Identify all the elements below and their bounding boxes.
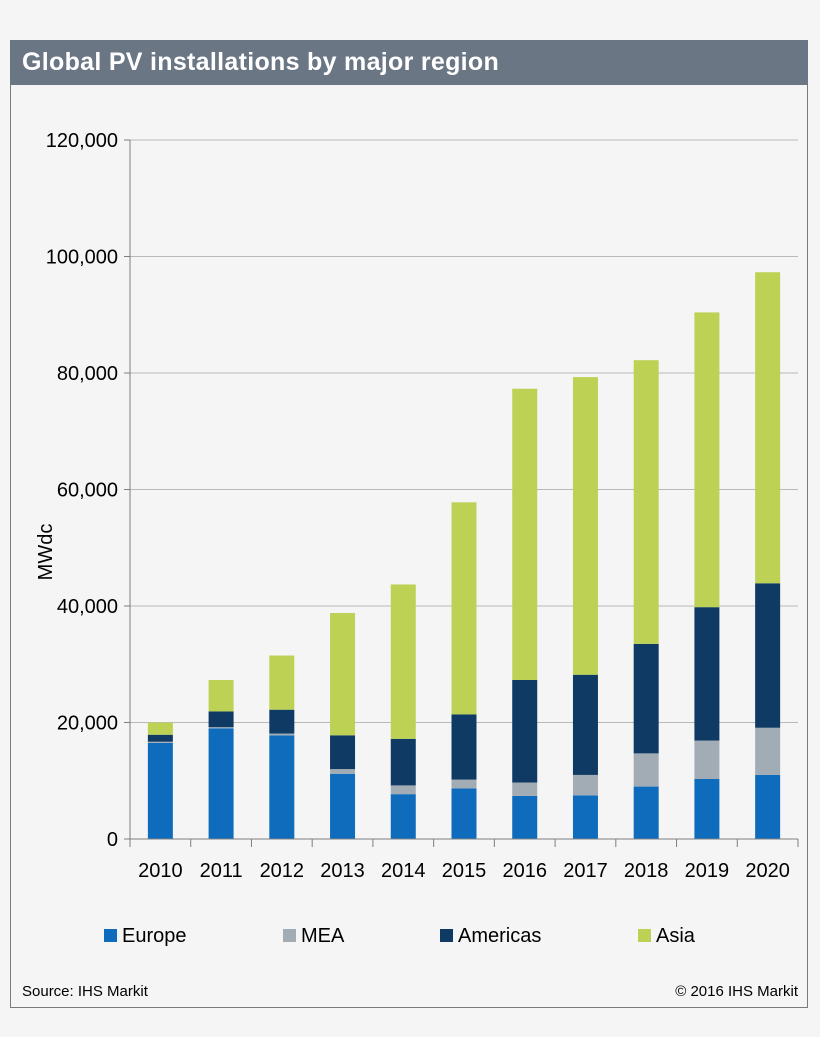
bar-segment-asia-2020	[755, 272, 781, 584]
bar-segment-europe-2019	[694, 779, 720, 839]
bar-segment-europe-2015	[451, 788, 477, 839]
bar-segment-americas-2014	[390, 738, 416, 786]
bar-segment-asia-2018	[633, 360, 659, 644]
bar-segment-mea-2011	[208, 727, 234, 729]
bar-segment-mea-2010	[147, 741, 173, 743]
source-note: Source: IHS Markit	[22, 983, 148, 1000]
bar-segment-mea-2018	[633, 753, 659, 787]
chart-title: Global PV installations by major region	[22, 48, 500, 76]
x-tick-label: 2015	[442, 860, 487, 882]
x-tick-label: 2017	[563, 860, 608, 882]
bar-segment-asia-2019	[694, 312, 720, 608]
bar-segment-asia-2014	[390, 584, 416, 739]
bar-segment-mea-2020	[755, 727, 781, 775]
bar-segment-europe-2012	[269, 735, 295, 839]
y-tick-label: 120,000	[46, 130, 118, 152]
y-tick-label: 0	[107, 829, 118, 851]
bar-segment-americas-2018	[633, 643, 659, 754]
bar-segment-mea-2013	[330, 769, 356, 774]
title-bar: Global PV installations by major region	[10, 40, 808, 85]
x-tick-labels: 2010 2011 2012 2013 2014 2015 2016 2017 2018 2019…	[138, 860, 790, 882]
bar-segment-europe-2016	[512, 795, 538, 839]
bar-segment-americas-2017	[572, 674, 598, 775]
axes	[124, 139, 799, 847]
bar-segment-mea-2017	[572, 774, 598, 796]
bar-segment-americas-2013	[330, 735, 356, 770]
x-tick-label: 2016	[502, 860, 547, 882]
y-tick-label: 20,000	[57, 713, 118, 735]
bar-segment-asia-2012	[269, 655, 295, 710]
x-tick-label: 2012	[260, 860, 305, 882]
x-tick-label: 2011	[200, 860, 243, 882]
y-axis-label: MWdc	[35, 524, 57, 581]
legend-swatch-mea	[283, 929, 296, 942]
x-tick-label: 2013	[320, 860, 365, 882]
bar-segment-americas-2015	[451, 714, 477, 780]
bar-segment-asia-2016	[512, 388, 538, 680]
y-tick-label: 60,000	[57, 480, 118, 502]
legend-label-asia: Asia	[656, 925, 696, 947]
chart-frame	[10, 40, 808, 1008]
y-tick-labels: 0 20,000 40,000 60,000 80,000 100,000 120,000	[46, 130, 118, 851]
legend-label-americas: Americas	[458, 925, 541, 947]
bar-segment-mea-2015	[451, 779, 477, 789]
x-tick-label: 2010	[138, 860, 183, 882]
legend-label-europe: Europe	[122, 925, 187, 947]
legend-swatch-americas	[440, 929, 453, 942]
bar-segment-americas-2011	[208, 711, 234, 728]
x-tick-label: 2019	[685, 860, 730, 882]
bar-segment-mea-2012	[269, 733, 295, 736]
bar-segment-americas-2019	[694, 607, 720, 741]
bar-segment-asia-2015	[451, 502, 477, 715]
bar-segment-americas-2016	[512, 679, 538, 783]
y-tick-label: 80,000	[57, 363, 118, 385]
bar-segment-europe-2010	[147, 742, 173, 839]
x-tick-label: 2020	[745, 860, 790, 882]
bars	[147, 272, 781, 839]
legend-swatch-europe	[104, 929, 117, 942]
bar-segment-asia-2011	[208, 679, 234, 712]
bar-segment-asia-2010	[147, 722, 173, 735]
bar-segment-europe-2013	[330, 773, 356, 839]
copyright-note: © 2016 IHS Markit	[675, 983, 798, 1000]
bar-segment-europe-2020	[755, 774, 781, 839]
bar-segment-asia-2013	[330, 612, 356, 736]
legend-label-mea: MEA	[301, 925, 345, 947]
bar-segment-mea-2019	[694, 740, 720, 780]
bar-segment-mea-2016	[512, 782, 538, 796]
bar-segment-europe-2017	[572, 795, 598, 839]
bar-segment-mea-2014	[390, 785, 416, 795]
y-tick-label: 40,000	[57, 596, 118, 618]
x-tick-label: 2018	[624, 860, 669, 882]
bar-segment-europe-2018	[633, 786, 659, 839]
bar-segment-americas-2010	[147, 734, 173, 742]
legend: Europe MEA Americas Asia	[104, 925, 696, 947]
bar-segment-europe-2011	[208, 728, 234, 839]
x-tick-label: 2014	[381, 860, 426, 882]
y-tick-label: 100,000	[46, 247, 118, 269]
bar-segment-asia-2017	[572, 377, 598, 675]
bar-segment-americas-2012	[269, 709, 295, 734]
legend-swatch-asia	[638, 929, 651, 942]
bar-segment-europe-2014	[390, 794, 416, 839]
bar-segment-americas-2020	[755, 583, 781, 728]
